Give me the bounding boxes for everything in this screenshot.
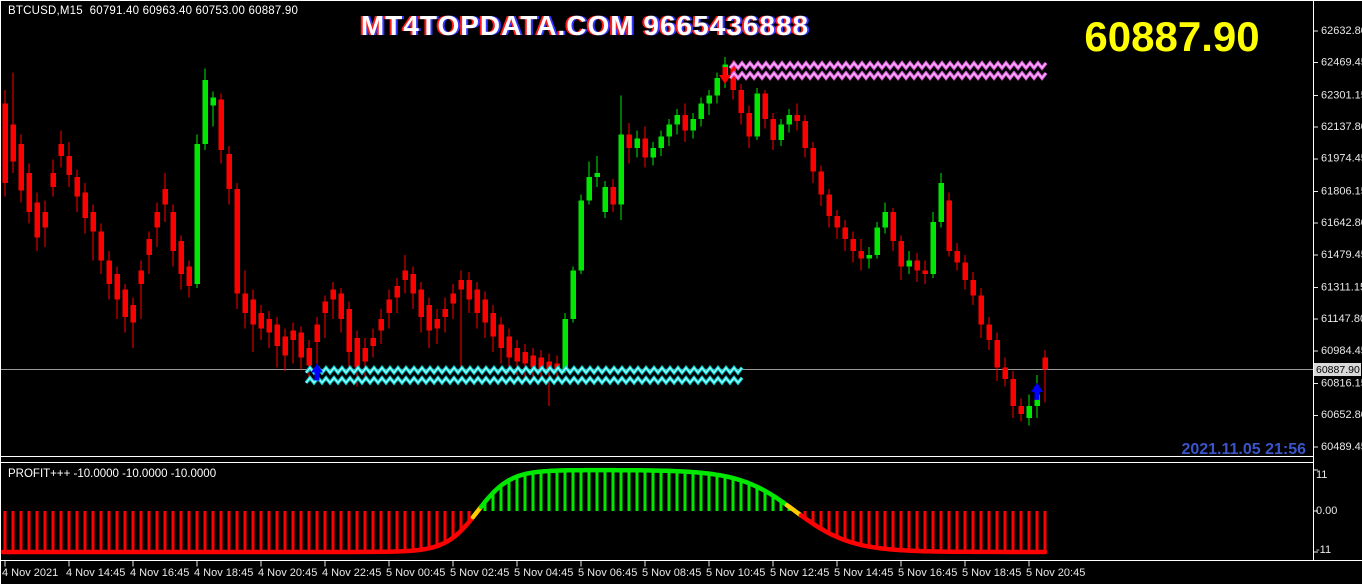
indicator-name-label: PROFIT+++ -10.0000 -10.0000 -10.0000 [8,468,217,480]
svg-text:60489.45: 60489.45 [1321,441,1362,453]
indicator-scale: 11 0.00 -11 [1314,469,1337,556]
svg-text:4 Nov 14:45: 4 Nov 14:45 [66,567,125,579]
sell-arrow [719,66,731,84]
datetime-label: 2021.11.05 21:56 [1181,441,1306,458]
svg-text:4 Nov 22:45: 4 Nov 22:45 [322,567,381,579]
svg-text:5 Nov 00:45: 5 Nov 00:45 [386,567,445,579]
svg-text:4 Nov 20:45: 4 Nov 20:45 [258,567,317,579]
svg-text:4 Nov 2021: 4 Nov 2021 [2,567,58,579]
svg-text:5 Nov 04:45: 5 Nov 04:45 [514,567,573,579]
svg-text:0.00: 0.00 [1316,505,1337,517]
current-price-display: 60887.90 [1084,13,1260,60]
indicator-curve [478,467,790,510]
svg-text:62301.15: 62301.15 [1321,89,1362,101]
svg-text:5 Nov 14:45: 5 Nov 14:45 [834,567,893,579]
time-axis[interactable]: 4 Nov 2021 4 Nov 14:45 4 Nov 16:45 4 Nov 18… [2,561,1085,579]
svg-text:5 Nov 12:45: 5 Nov 12:45 [770,567,829,579]
svg-text:11: 11 [1316,469,1327,481]
svg-text:62469.45: 62469.45 [1321,57,1362,69]
svg-text:61147.80: 61147.80 [1321,313,1362,325]
watermark-title: MT4TOPDATA.COM 9665436888 [360,10,810,41]
svg-text:5 Nov 06:45: 5 Nov 06:45 [578,567,637,579]
svg-text:61806.15: 61806.15 [1321,185,1362,197]
candles-layer [2,56,1048,426]
indicator-curve [784,502,804,518]
indicator-curve [798,513,1048,555]
svg-text:61642.80: 61642.80 [1321,217,1362,229]
svg-text:5 Nov 20:45: 5 Nov 20:45 [1026,567,1085,579]
svg-text:62137.80: 62137.80 [1321,121,1362,133]
price-axis[interactable]: 62632.80 62469.45 62301.15 62137.80 61974.45… [1314,25,1362,453]
current-price-tag [1314,363,1361,377]
svg-text:5 Nov 08:45: 5 Nov 08:45 [642,567,701,579]
symbol-ohlc-header: BTCUSD,M15 60791.40 60963.40 60753.00 60… [8,5,299,17]
buy-arrow [1031,382,1043,400]
svg-text:60984.45: 60984.45 [1321,345,1362,357]
svg-text:5 Nov 18:45: 5 Nov 18:45 [962,567,1021,579]
buy-arrow [311,363,323,381]
svg-text:60652.80: 60652.80 [1321,409,1362,421]
svg-text:61311.15: 61311.15 [1321,281,1362,293]
svg-text:61479.45: 61479.45 [1321,249,1362,261]
svg-text:60816.15: 60816.15 [1321,378,1362,390]
support-zone [304,365,744,386]
svg-text:5 Nov 16:45: 5 Nov 16:45 [898,567,957,579]
indicator-curve [0,514,476,555]
svg-text:5 Nov 02:45: 5 Nov 02:45 [450,567,509,579]
svg-text:-11: -11 [1316,544,1331,556]
svg-text:60887.90: 60887.90 [1316,364,1360,376]
resistance-zone [728,60,1048,81]
svg-text:5 Nov 10:45: 5 Nov 10:45 [706,567,765,579]
svg-text:61974.45: 61974.45 [1321,153,1362,165]
indicator-histogram [0,467,1048,555]
svg-text:4 Nov 18:45: 4 Nov 18:45 [194,567,253,579]
svg-text:4 Nov 16:45: 4 Nov 16:45 [130,567,189,579]
svg-text:62632.80: 62632.80 [1321,25,1362,37]
